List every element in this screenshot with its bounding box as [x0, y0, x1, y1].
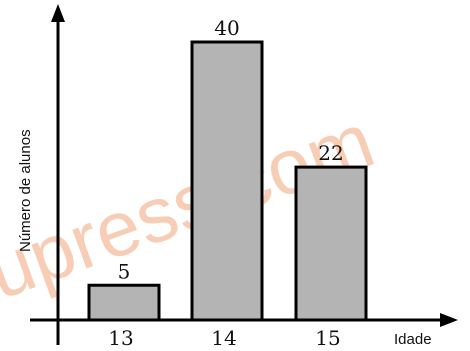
x-tick-label-13: 13: [108, 326, 133, 350]
x-axis-arrow: [440, 313, 458, 327]
value-label-13: 5: [118, 259, 131, 283]
y-axis-title: Número de alunos: [17, 129, 34, 252]
x-tick-label-15: 15: [315, 326, 340, 350]
value-label-14: 40: [214, 16, 239, 40]
x-axis-title: Idade: [394, 331, 432, 348]
bar-14: [190, 40, 264, 322]
x-tick-label-14: 14: [211, 326, 236, 350]
value-label-15: 22: [318, 141, 343, 165]
y-axis-arrow: [51, 4, 65, 22]
bar-15: [294, 165, 368, 322]
labels-layer: 5 13 40 14 22 15: [108, 16, 343, 350]
bar-13: [87, 283, 161, 322]
bars-layer: [87, 40, 368, 322]
